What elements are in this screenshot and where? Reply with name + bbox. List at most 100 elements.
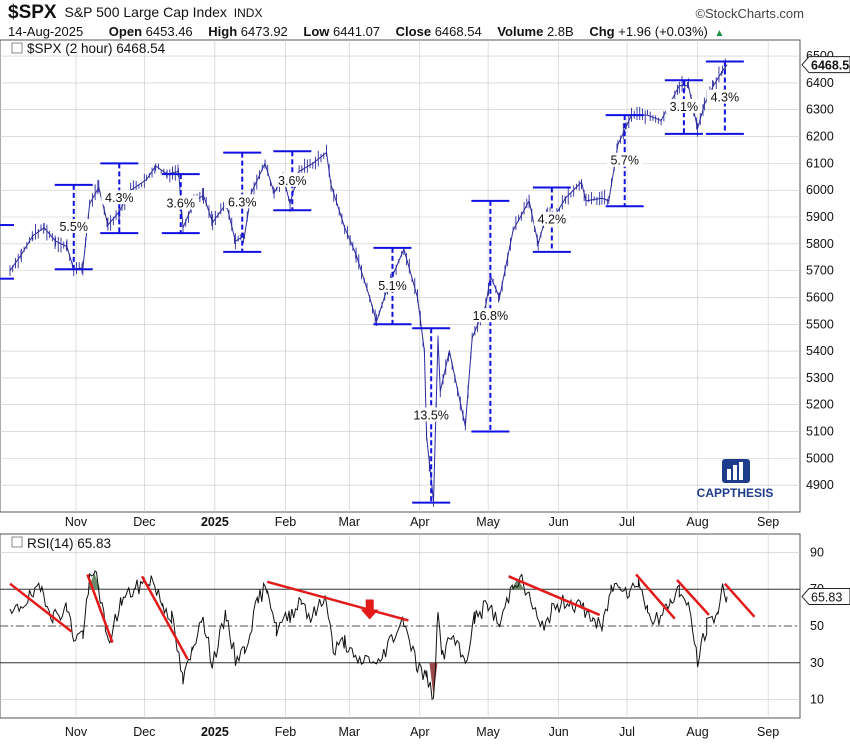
rsi-trendline — [676, 579, 710, 616]
logo-bar-3 — [739, 462, 743, 480]
x-axis-tick-label: Nov — [65, 725, 88, 739]
x-axis-tick-label: Feb — [275, 515, 297, 529]
range-percent-label: 5.7% — [610, 154, 639, 168]
close-label: Close — [395, 24, 432, 39]
index-name: S&P 500 Large Cap Index — [64, 4, 227, 20]
x-axis-tick-label: Jun — [549, 515, 569, 529]
range-annotation: 4.3% — [100, 162, 139, 235]
range-label-bg — [472, 308, 509, 323]
range-label-bg — [533, 211, 570, 226]
low-label: Low — [303, 24, 330, 39]
range-annotation: 16.8% — [471, 199, 510, 433]
ticker-symbol: $SPX — [8, 2, 57, 23]
range-percent-label: 4.3% — [105, 191, 134, 205]
rsi-series-line — [9, 570, 728, 701]
x-axis-tick-label: Mar — [338, 725, 360, 739]
range-percent-label: 3.6% — [166, 197, 195, 211]
range-label-bg — [274, 172, 311, 187]
high-label: High — [208, 24, 238, 39]
down-arrow-icon — [360, 599, 379, 620]
rsi-last-value-tag — [801, 588, 850, 606]
price-axis-tick-label: 6000 — [806, 183, 834, 197]
price-axis-tick-label: 6400 — [806, 76, 834, 90]
range-percent-label: 6.3% — [228, 195, 257, 209]
price-axis-tick-label: 5100 — [806, 425, 834, 439]
high-value: 6473.92 — [240, 24, 288, 39]
x-axis-tick-label: 2025 — [201, 515, 229, 529]
open-label: Open — [108, 24, 143, 39]
x-axis-tick-label: Sep — [757, 725, 779, 739]
rsi-axis-tick-label: 90 — [810, 545, 824, 559]
range-annotation: 4.3% — [705, 60, 744, 135]
price-legend-swatch — [11, 42, 23, 54]
rsi-legend-swatch — [11, 536, 23, 548]
price-axis-tick-label: 5000 — [806, 451, 834, 465]
rsi-legend-label: RSI(14) 65.83 — [27, 536, 111, 551]
rsi-trendline — [266, 580, 409, 622]
range-label-bg — [374, 278, 411, 293]
x-axis-tick-label: Jul — [619, 515, 635, 529]
rsi-axis-tick-label: 30 — [810, 656, 824, 670]
x-axis-tick-label: Dec — [133, 515, 155, 529]
range-label-bg — [162, 195, 199, 210]
range-label-bg — [224, 194, 261, 209]
quote-date: 14-Aug-2025 — [8, 24, 84, 39]
range-percent-label: 16.8% — [473, 309, 508, 323]
price-plot-frame — [0, 39, 801, 513]
logo-text: CAPPTHESIS — [697, 486, 774, 500]
price-axis-tick-label: 5900 — [806, 210, 834, 224]
range-annotation: 3.6% — [161, 173, 200, 235]
range-annotation: 13.5% — [412, 327, 451, 504]
range-annotation: 5.7% — [605, 114, 644, 208]
rsi-panel: 1030507090NovDec2025FebMarAprMayJunJulAu… — [0, 533, 850, 739]
price-axis-tick-label: 5800 — [806, 237, 834, 251]
x-axis-tick-label: Jun — [549, 725, 569, 739]
range-percent-label: 3.6% — [278, 174, 307, 188]
range-label-bg — [706, 89, 743, 104]
range-percent-label: 3.1% — [670, 100, 699, 114]
rsi-trendline — [635, 573, 676, 620]
price-axis-tick-label: 6300 — [806, 103, 834, 117]
x-axis-tick-label: Apr — [410, 515, 429, 529]
x-axis-tick-label: May — [476, 725, 500, 739]
rsi-trendline — [723, 582, 756, 618]
range-label-bg — [101, 190, 138, 205]
rsi-trendline — [140, 575, 189, 660]
volume-label: Volume — [497, 24, 544, 39]
price-last-value-label: 6468.54 — [811, 59, 850, 73]
price-axis-tick-label: 5200 — [806, 398, 834, 412]
logo-bar-1 — [727, 469, 731, 480]
x-axis-tick-label: Mar — [338, 515, 360, 529]
price-panel: 4900 5000 5100 5200 5300 5400 5500 5600 5700 5800… — [0, 39, 850, 529]
range-annotation: 5.5% — [54, 183, 93, 271]
price-axis-tick-label: 6100 — [806, 156, 834, 170]
price-axis-tick-label: 5700 — [806, 264, 834, 278]
range-percent-label: 4.2% — [538, 213, 567, 227]
x-axis-tick-label: Aug — [686, 725, 708, 739]
close-value: 6468.54 — [434, 24, 482, 39]
rsi-last-value-label: 65.83 — [811, 591, 842, 605]
price-axis-tick-label: 4900 — [806, 478, 834, 492]
ohlc-bar: 14-Aug-2025 Open 6453.46 High 6473.92 Lo… — [8, 24, 724, 39]
range-percent-label: 5.5% — [59, 220, 88, 234]
price-axis-tick-label: 6200 — [806, 130, 834, 144]
capp-thesis-logo: CAPPTHESIS — [697, 459, 774, 500]
rsi-axis-tick-label: 10 — [810, 693, 824, 707]
x-axis-tick-label: 2025 — [201, 725, 229, 739]
x-axis-tick-label: Sep — [757, 515, 779, 529]
range-percent-label: 13.5% — [413, 408, 448, 422]
x-axis-tick-label: Dec — [133, 725, 155, 739]
range-annotation: 5.1% — [373, 246, 412, 326]
rsi-trendline — [86, 574, 114, 643]
stockcharts-brand: ©StockCharts.com — [695, 6, 804, 21]
price-last-value-tag — [801, 56, 850, 74]
price-legend-label: $SPX (2 hour) 6468.54 — [27, 41, 166, 56]
rsi-trendline — [9, 582, 73, 633]
range-label-bg — [665, 99, 702, 114]
chart-header: $SPX S&P 500 Large Cap Index INDX — [8, 2, 262, 24]
price-axis-tick-label: 5500 — [806, 317, 834, 331]
open-value: 6453.46 — [145, 24, 193, 39]
rsi-axis-tick-label: 50 — [810, 619, 824, 633]
price-axis-tick-label: 5300 — [806, 371, 834, 385]
